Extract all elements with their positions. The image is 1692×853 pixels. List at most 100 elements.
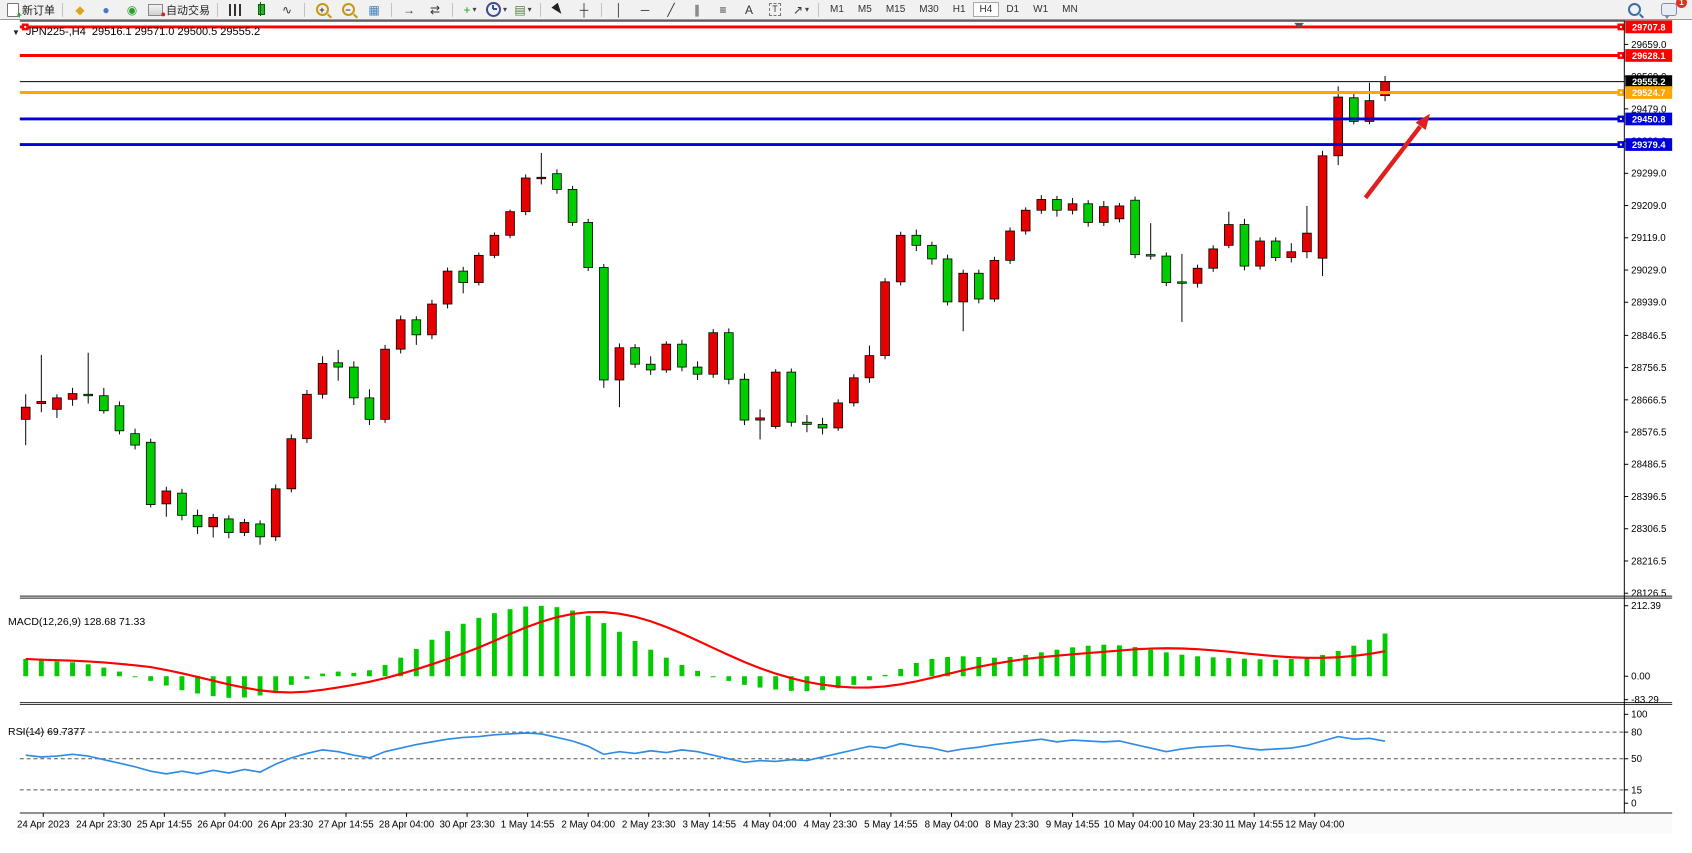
macd-bar <box>1210 657 1216 677</box>
timeframe-w1[interactable]: W1 <box>1033 4 1049 15</box>
metaeditor-icon-icon: ◆ <box>75 2 85 17</box>
candle-up <box>1333 96 1343 157</box>
macd-bar <box>726 676 732 681</box>
timeframe-mn[interactable]: MN <box>1062 4 1078 15</box>
macd-bar <box>1304 657 1310 677</box>
chart-area[interactable]: 29659.029569.029479.029389.029299.029209… <box>0 20 1692 853</box>
price-tick-label: 29119.0 <box>1631 233 1666 244</box>
trend-arrow-annotation[interactable] <box>1363 125 1422 200</box>
candle-down <box>1083 203 1093 223</box>
publish-icon[interactable]: ● <box>94 1 118 19</box>
equidistant-channel-button[interactable]: ∥ <box>685 1 709 19</box>
timeframe-m30[interactable]: M30 <box>919 4 939 15</box>
price-badge <box>1625 86 1673 99</box>
autotrading-button[interactable]: ● 自动交易 <box>146 1 212 19</box>
auto-scroll-button[interactable]: → <box>397 1 421 19</box>
candle-up <box>880 281 890 356</box>
cursor-button[interactable] <box>546 1 570 19</box>
timeframe-h4[interactable]: H4 <box>972 2 1000 17</box>
chart-background <box>19 20 1673 834</box>
toolbar: + 新订单 ◆ ● ◉ ● 自动交易 ∿ + − ▦ → ⇄ + ▾ ▾ ▤ ▾ ┼ │ ─ ╱ ∥ ≡ A T ↗ ▾ M1 M5 M1… <box>0 0 1692 20</box>
price-badge-text: 29524.7 <box>1632 88 1666 98</box>
bar-chart-button[interactable] <box>223 1 247 19</box>
time-axis-label: 3 May 14:55 <box>682 820 736 831</box>
horizontal-line-button[interactable]: ─ <box>633 1 657 19</box>
macd-bar <box>1179 654 1185 677</box>
candle-up <box>895 234 906 283</box>
candle-up <box>1208 248 1218 269</box>
time-axis-label: 10 May 04:00 <box>1104 820 1164 831</box>
time-axis-label: 25 Apr 14:55 <box>137 820 193 831</box>
periods-button[interactable]: ▾ <box>484 1 509 19</box>
text-button[interactable]: A <box>737 1 761 19</box>
macd-bar <box>913 662 919 677</box>
metaeditor-icon[interactable]: ◆ <box>68 1 92 19</box>
macd-bar <box>1054 649 1060 677</box>
zoom-out-button[interactable]: − <box>336 1 360 19</box>
candle-up <box>849 377 859 404</box>
new-order-button[interactable]: + 新订单 <box>5 1 57 19</box>
chat-button[interactable]: 1 <box>1657 0 1687 19</box>
candle-down <box>942 258 953 303</box>
candle-up <box>270 488 281 538</box>
tile-windows-button[interactable]: ▦ <box>362 1 386 19</box>
templates-button[interactable]: ▤ ▾ <box>511 1 535 19</box>
toolbar-separator <box>818 2 820 17</box>
candlestick-button[interactable] <box>249 1 273 19</box>
vertical-line-button[interactable]: │ <box>607 1 631 19</box>
timeframe-m5[interactable]: M5 <box>857 4 872 15</box>
candle-up <box>286 438 297 490</box>
rsi-tick-label: 80 <box>1631 728 1642 739</box>
macd-bar <box>1195 656 1201 677</box>
macd-bar <box>773 676 779 690</box>
timeframe-m1[interactable]: M1 <box>830 4 844 15</box>
zoom-in-icon: + <box>315 3 329 16</box>
search-button[interactable] <box>1622 1 1646 19</box>
vertical-line-icon: │ <box>615 2 623 17</box>
line-chart-button[interactable]: ∿ <box>275 1 299 19</box>
macd-bar <box>1148 649 1154 677</box>
zoom-in-button[interactable]: + <box>310 1 334 19</box>
text-label-button[interactable]: T <box>763 1 787 19</box>
candle-down <box>583 222 593 268</box>
signals-icon[interactable]: ◉ <box>120 1 144 19</box>
candle-up <box>36 401 47 404</box>
indicators-button[interactable]: + ▾ <box>458 1 482 19</box>
candle-up <box>208 517 218 528</box>
macd-bar <box>1023 654 1029 677</box>
candle-down <box>567 189 578 223</box>
macd-bar <box>929 658 935 677</box>
time-axis-label: 12 May 04:00 <box>1285 820 1345 831</box>
new-order-button-label: 新订单 <box>22 4 55 17</box>
line-handle-center <box>24 25 27 28</box>
timeframe-h1[interactable]: H1 <box>952 4 966 15</box>
chart-shift-button[interactable]: ⇄ <box>423 1 447 19</box>
rsi-tick-label: 15 <box>1631 785 1642 796</box>
arrows-button[interactable]: ↗ ▾ <box>789 1 813 19</box>
zoom-out-icon: − <box>341 3 355 16</box>
time-axis-label: 4 May 23:30 <box>804 820 858 831</box>
macd-bar <box>179 676 185 691</box>
timeframe-d1[interactable]: D1 <box>1006 4 1020 15</box>
candlestick-icon <box>257 2 265 16</box>
rsi-line <box>25 732 1386 775</box>
time-axis-label: 8 May 04:00 <box>925 820 979 831</box>
candle-down <box>99 395 109 412</box>
collapse-icon[interactable]: ▼ <box>12 27 20 37</box>
candle-down <box>114 405 125 432</box>
toolbar-separator <box>217 2 218 17</box>
macd-bar <box>132 676 138 678</box>
chart-shift-marker[interactable] <box>1294 22 1305 29</box>
price-tick-label: 28939.0 <box>1631 298 1667 309</box>
candle-down <box>145 441 156 505</box>
arrows-icon: ↗ <box>792 2 804 17</box>
trendline-button[interactable]: ╱ <box>659 1 683 19</box>
candle-down <box>130 433 140 446</box>
candle-up <box>20 406 31 420</box>
time-axis-label: 10 May 23:30 <box>1164 820 1224 831</box>
crosshair-button[interactable]: ┼ <box>572 1 596 19</box>
fibonacci-button[interactable]: ≡ <box>711 1 735 19</box>
timeframe-m15[interactable]: M15 <box>885 4 906 15</box>
price-tick-label: 28666.5 <box>1631 395 1667 406</box>
macd-bar <box>804 676 810 692</box>
